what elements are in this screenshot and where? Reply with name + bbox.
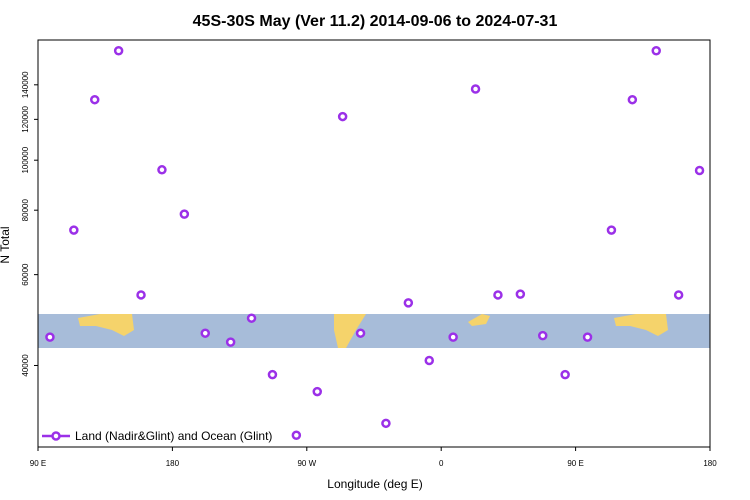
y-tick-label: 100000 — [21, 146, 30, 173]
legend-marker — [51, 431, 61, 441]
point — [312, 386, 323, 397]
point — [179, 209, 190, 219]
point — [424, 355, 435, 366]
point — [493, 290, 503, 300]
point — [537, 330, 548, 341]
map-land — [614, 314, 668, 336]
point — [515, 289, 526, 299]
y-axis-label: N Total — [0, 226, 12, 263]
x-tick-label: 180 — [166, 459, 180, 468]
y-tick-label: 40000 — [21, 354, 30, 377]
y-tick-label: 120000 — [21, 105, 30, 132]
point — [606, 225, 617, 235]
x-tick-label: 90 W — [297, 459, 316, 468]
point — [582, 332, 593, 342]
point — [246, 313, 257, 323]
y-tick-label: 80000 — [21, 199, 30, 222]
point — [200, 328, 211, 338]
map-land — [468, 314, 490, 326]
plot-frame — [37, 39, 711, 448]
point — [651, 45, 661, 56]
point — [694, 165, 705, 176]
x-axis-label: Longitude (deg E) — [327, 477, 422, 491]
point — [157, 165, 167, 175]
x-tick-label: 0 — [439, 459, 444, 468]
map-land — [334, 314, 366, 348]
point — [381, 418, 391, 429]
point — [560, 369, 570, 380]
point — [69, 225, 79, 235]
point — [89, 94, 100, 105]
legend-label: Land (Nadir&Glint) and Ocean (Glint) — [75, 429, 272, 443]
point — [113, 45, 124, 56]
point — [403, 298, 414, 308]
point — [45, 332, 55, 342]
point — [627, 94, 638, 105]
x-tick-label: 90 E — [567, 459, 583, 468]
map-ocean — [38, 314, 710, 348]
x-tick-label: 180 — [703, 459, 717, 468]
map-land — [78, 314, 134, 336]
chart-title: 45S-30S May (Ver 11.2) 2014-09-06 to 202… — [193, 13, 558, 30]
point — [267, 369, 278, 380]
point — [225, 337, 236, 347]
point — [673, 290, 684, 300]
x-tick-label: 90 E — [30, 459, 46, 468]
point — [337, 111, 348, 122]
point — [470, 84, 481, 94]
map-band — [38, 314, 710, 348]
point — [355, 328, 366, 338]
y-tick-label: 140000 — [21, 71, 30, 98]
point — [136, 290, 146, 300]
point — [448, 332, 458, 342]
y-tick-label: 60000 — [21, 263, 30, 286]
point — [291, 430, 302, 440]
